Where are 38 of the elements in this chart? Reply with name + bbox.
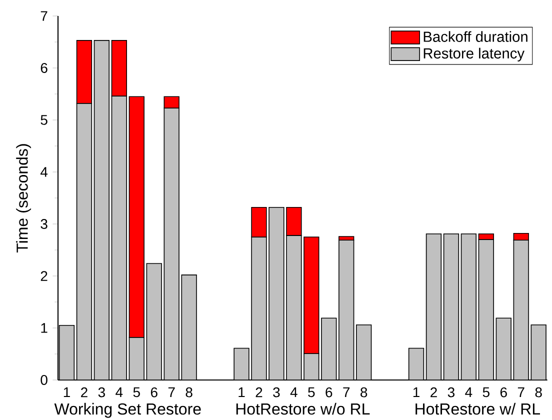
x-tick-label: 6: [326, 387, 332, 398]
x-tick-label: 5: [482, 387, 490, 398]
x-tick-label: 3: [98, 387, 105, 398]
x-tick-label: 8: [360, 387, 368, 398]
x-tick-label: 7: [518, 387, 524, 397]
y-tick-label: 0: [40, 375, 48, 385]
x-tick-label: 2: [256, 387, 262, 398]
x-tick-label: 7: [168, 387, 175, 397]
legend-label: Restore latency: [424, 48, 524, 62]
y-axis-title: Time (seconds): [16, 144, 32, 252]
x-tick-label: 4: [465, 387, 472, 397]
x-tick-label: 2: [81, 387, 88, 398]
x-tick-label: 6: [150, 387, 158, 398]
y-tick-label: 4: [40, 167, 48, 177]
legend-label: Backoff duration: [424, 31, 528, 42]
x-tick-label: 4: [290, 387, 298, 397]
text: Working Set Restore: [54, 402, 201, 418]
text: HotRestore w/o RL: [236, 402, 370, 415]
x-tick-label: 8: [186, 387, 192, 398]
x-tick-label: 7: [343, 387, 350, 397]
x-tick-label: 3: [448, 387, 454, 398]
y-tick-label: 6: [40, 63, 48, 73]
y-tick-label: 7: [40, 11, 48, 21]
y-tick-label: 5: [40, 115, 48, 125]
y-tick-label: 1: [41, 323, 48, 333]
x-tick-label: 8: [535, 387, 542, 398]
x-tick-label: 2: [430, 387, 437, 398]
x-tick-label: 1: [64, 387, 70, 397]
x-tick-label: 5: [133, 387, 140, 398]
text: HotRestore w/ RL: [416, 402, 540, 415]
x-tick-label: 4: [116, 387, 123, 397]
x-tick-label: 3: [273, 387, 280, 398]
x-tick-label: 1: [413, 387, 420, 397]
x-tick-label: 1: [238, 387, 245, 397]
y-tick-label: 2: [40, 271, 48, 281]
y-tick-label: 3: [40, 219, 48, 229]
x-tick-label: 5: [308, 387, 315, 398]
x-tick-label: 6: [500, 387, 507, 398]
